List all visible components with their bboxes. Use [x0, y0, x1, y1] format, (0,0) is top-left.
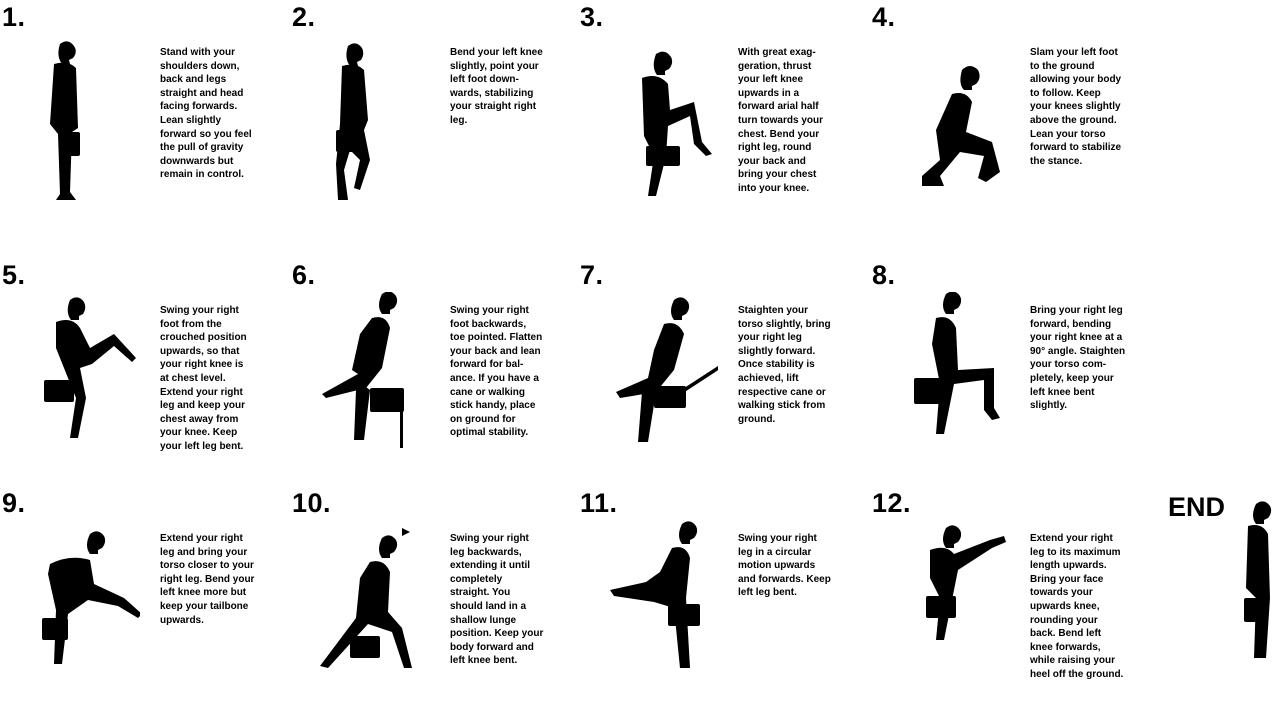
step-description: Slam your left foot to the ground allowi… [1030, 47, 1122, 167]
step-3: 3. With great exag- geration, thrust you… [578, 4, 868, 228]
step-description: Stand with your shoulders down, back and… [160, 47, 252, 181]
step-number: 11. [580, 488, 618, 518]
step-number: 8. [872, 260, 896, 290]
silhouette-end-standing-icon [1244, 501, 1272, 658]
step-4: 4. Slam your left foot to the ground all… [870, 4, 1160, 228]
step-description: Swing your right leg backwards, extendin… [450, 533, 544, 667]
silhouette-lean-back-kick-icon [322, 292, 404, 448]
step-number: 7. [580, 260, 604, 290]
step-7: 7. Staighten your torso slightly, bring … [578, 262, 868, 486]
silhouette-ninety-degree-knee-icon [914, 292, 1000, 434]
silhouette-cane-lift-icon [616, 297, 718, 442]
step-description: Swing your right foot from the crouched … [160, 305, 247, 452]
step-description: Extend your right leg and bring your tor… [160, 533, 255, 626]
step-description: Swing your right foot backwards, toe poi… [450, 305, 543, 439]
silhouette-circular-swing-icon [610, 521, 700, 668]
step-10: 10. Swing your right leg backwards, exte… [290, 490, 580, 714]
step-number: 3. [580, 2, 604, 32]
silhouette-high-kick-icon [926, 525, 1006, 640]
silhouette-torso-to-leg-icon [42, 531, 140, 664]
step-1: 1. Stand with your shoulders down, back … [0, 4, 290, 228]
step-number: 9. [2, 488, 26, 518]
step-number: 12. [872, 488, 912, 518]
end-label: END [1168, 492, 1226, 522]
step-number: 4. [872, 2, 896, 32]
step-2: 2. Bend your left knee slightly, point y… [290, 4, 580, 228]
step-9: 9. Extend your right leg and bring your … [0, 490, 290, 714]
silhouette-bent-knee-icon [336, 43, 370, 201]
step-11: 11. Swing your right leg in a circular m… [578, 490, 868, 714]
step-5: 5. Swing your right foot from the crouch… [0, 262, 290, 486]
step-description: Swing your right leg in a circular motio… [738, 533, 831, 599]
step-number: 1. [2, 2, 26, 32]
step-description: Extend your right leg to its maximum len… [1030, 533, 1124, 680]
silhouette-kick-forward-icon [44, 297, 136, 438]
silhouette-knee-raise-icon [642, 51, 712, 196]
silhouette-lunge-icon [320, 528, 412, 668]
step-6: 6. Swing your right foot backwards, toe … [290, 262, 580, 486]
step-description: Bend your left knee slightly, point your… [450, 47, 543, 126]
silhouette-standing-icon [50, 41, 80, 201]
step-8: 8. Bring your right leg forward, bending… [870, 262, 1160, 486]
step-number: 10. [292, 488, 332, 518]
step-description: With great exag- geration, thrust your l… [738, 47, 824, 194]
step-number: 2. [292, 2, 316, 32]
step-description: Bring your right leg forward, bending yo… [1030, 305, 1126, 412]
step-12: 12. Extend your right leg to its maximum… [870, 490, 1160, 714]
silhouette-crouch-icon [922, 66, 1000, 186]
step-number: 6. [292, 260, 316, 290]
step-number: 5. [2, 260, 26, 290]
step-description: Staighten your torso slightly, bring you… [738, 305, 831, 425]
